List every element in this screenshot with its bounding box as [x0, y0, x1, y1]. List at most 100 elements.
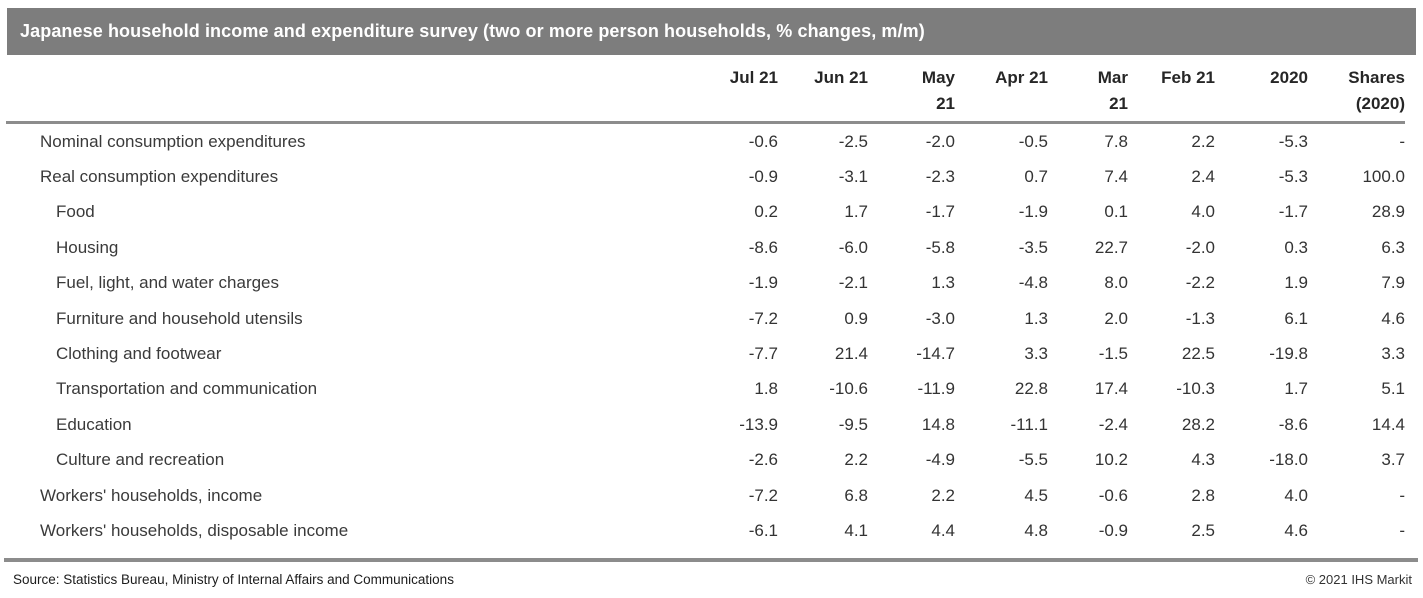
table-cell: 1.9 [1284, 273, 1308, 293]
col-header-apr-21: Apr 21 [955, 55, 1048, 124]
table-cell: -8.6 [1278, 414, 1308, 434]
table-row: Housing -8.6 -6.0 -5.8 -3.5 22.7 -2.0 0.3 6.3 [6, 230, 1405, 265]
col-header-mar-21: Mar 21 [1048, 55, 1128, 124]
table-cell: 4.3 [1191, 450, 1215, 470]
table-cell: -0.6 [1098, 485, 1128, 505]
table-cell: -7.2 [748, 308, 778, 328]
table-cell: -3.0 [925, 308, 955, 328]
table-cell: 2.5 [1191, 520, 1215, 540]
table-cell: 8.0 [1104, 273, 1128, 293]
table-cell: -5.3 [1278, 167, 1308, 187]
table-cell: 2.8 [1191, 485, 1215, 505]
table-cell: -2.0 [925, 131, 955, 151]
table-cell: -1.5 [1098, 344, 1128, 364]
col-header-shares-2020: Shares (2020) [1308, 55, 1405, 124]
table-cell: 21.4 [834, 344, 868, 364]
row-label: Nominal consumption expenditures [40, 131, 306, 151]
table-title-bar: Japanese household income and expenditur… [7, 8, 1416, 55]
table-cell: 4.1 [844, 520, 868, 540]
row-label: Culture and recreation [56, 450, 225, 470]
table-cell: 7.4 [1104, 167, 1128, 187]
table-cell: -3.1 [838, 167, 868, 187]
table-cell: 4.6 [1381, 308, 1405, 328]
table-cell: 3.7 [1381, 450, 1405, 470]
table-cell: -1.7 [925, 202, 955, 222]
table-row: Education -13.9 -9.5 14.8 -11.1 -2.4 28.2 -8.6 1… [6, 407, 1405, 442]
table-cell: - [1399, 131, 1405, 151]
table-cell: -10.6 [829, 379, 868, 399]
row-label: Food [56, 202, 95, 222]
table-cell: 28.2 [1181, 414, 1215, 434]
table-cell: 4.5 [1024, 485, 1048, 505]
table-cell: -8.6 [748, 237, 778, 257]
table-cell: 3.3 [1024, 344, 1048, 364]
table-title: Japanese household income and expenditur… [20, 21, 925, 41]
table-cell: -6.0 [838, 237, 868, 257]
table-cell: -1.9 [748, 273, 778, 293]
table-cell: -2.3 [925, 167, 955, 187]
table-cell: 4.0 [1284, 485, 1308, 505]
table-cell: -19.8 [1269, 344, 1308, 364]
table-cell: -7.2 [748, 485, 778, 505]
row-label: Workers' households, disposable income [40, 520, 349, 540]
table-cell: 1.3 [1024, 308, 1048, 328]
row-label: Housing [56, 237, 119, 257]
table-cell: 0.3 [1284, 237, 1308, 257]
table-cell: -14.7 [916, 344, 955, 364]
source-note: Source: Statistics Bureau, Ministry of I… [13, 572, 454, 587]
table-cell: 22.8 [1014, 379, 1048, 399]
table-cell: -0.5 [1018, 131, 1048, 151]
table-cell: 1.3 [931, 273, 955, 293]
table-cell: -2.6 [748, 450, 778, 470]
table-cell: 6.1 [1284, 308, 1308, 328]
table-row: Furniture and household utensils -7.2 0.9 -… [6, 301, 1405, 336]
table-body: Nominal consumption expenditures -0.6 - 2.5… [6, 123, 1405, 549]
col-header-jul-21: Jul 21 [690, 55, 778, 124]
table-cell: -2.1 [838, 273, 868, 293]
table-cell: 14.8 [921, 414, 955, 434]
header-spacer [6, 55, 690, 124]
row-label: Fuel, light, and water charges [56, 273, 280, 293]
table-row: Food 0.2 1.7 -1.7 -1.9 0.1 4.0 -1.7 28.9 [6, 195, 1405, 230]
table-row: Nominal consumption expenditures -0.6 -2.5… [6, 123, 1405, 160]
table-cell: -11.9 [917, 379, 956, 399]
table-cell: -6.1 [748, 520, 778, 540]
table-cell: -5.3 [1278, 131, 1308, 151]
table-cell: 4.8 [1024, 520, 1048, 540]
row-label: Clothing and footwear [56, 344, 222, 364]
table-row: Real consumption expenditures -0.9 -3.1 -2.… [6, 159, 1405, 194]
table-row: Clothing and footwear -7.7 21.4 -14.7 3.3 -1.… [6, 336, 1405, 371]
table-cell: 6.8 [844, 485, 868, 505]
table-row: Culture and recreation -2.6 2.2 -4.9 -5.5 10.… [6, 443, 1405, 478]
table-cell: 4.6 [1284, 520, 1308, 540]
row-label: Real consumption expenditures [40, 167, 279, 187]
table-cell: 22.7 [1094, 237, 1128, 257]
table-cell: 4.4 [931, 520, 955, 540]
table-cell: -0.9 [1098, 520, 1128, 540]
table-cell: -10.3 [1176, 379, 1215, 399]
table-cell: -2.2 [1185, 273, 1215, 293]
table-cell: -9.5 [838, 414, 868, 434]
table-cell: -11.1 [1010, 414, 1049, 434]
copyright-note: © 2021 IHS Markit [1305, 572, 1412, 587]
table-cell: 22.5 [1181, 344, 1215, 364]
table-cell: 2.2 [844, 450, 868, 470]
table-cell: 1.7 [844, 202, 868, 222]
table-cell: 2.2 [931, 485, 955, 505]
footer: Source: Statistics Bureau, Ministry of I… [13, 572, 1412, 587]
col-header-2020: 2020 [1215, 55, 1308, 124]
table-cell: -0.6 [748, 131, 778, 151]
table-cell: 2.0 [1104, 308, 1128, 328]
row-label: Transportation and communication [56, 379, 318, 399]
table-cell: -7.7 [748, 344, 778, 364]
row-label: Education [56, 414, 132, 434]
data-table: Jul 21 Jun 21 May 21 Apr 21 Mar 21 Feb 2… [6, 55, 1405, 549]
table-cell: 2.4 [1191, 167, 1215, 187]
table-cell: 6.3 [1381, 237, 1405, 257]
table-row: Transportation and communication 1.8 -10.6… [6, 372, 1405, 407]
table-cell: 7.8 [1104, 131, 1128, 151]
table-cell: 2.2 [1191, 131, 1215, 151]
table-cell: 7.9 [1381, 273, 1405, 293]
table-cell: 0.1 [1104, 202, 1128, 222]
row-label: Workers' households, income [40, 485, 263, 505]
